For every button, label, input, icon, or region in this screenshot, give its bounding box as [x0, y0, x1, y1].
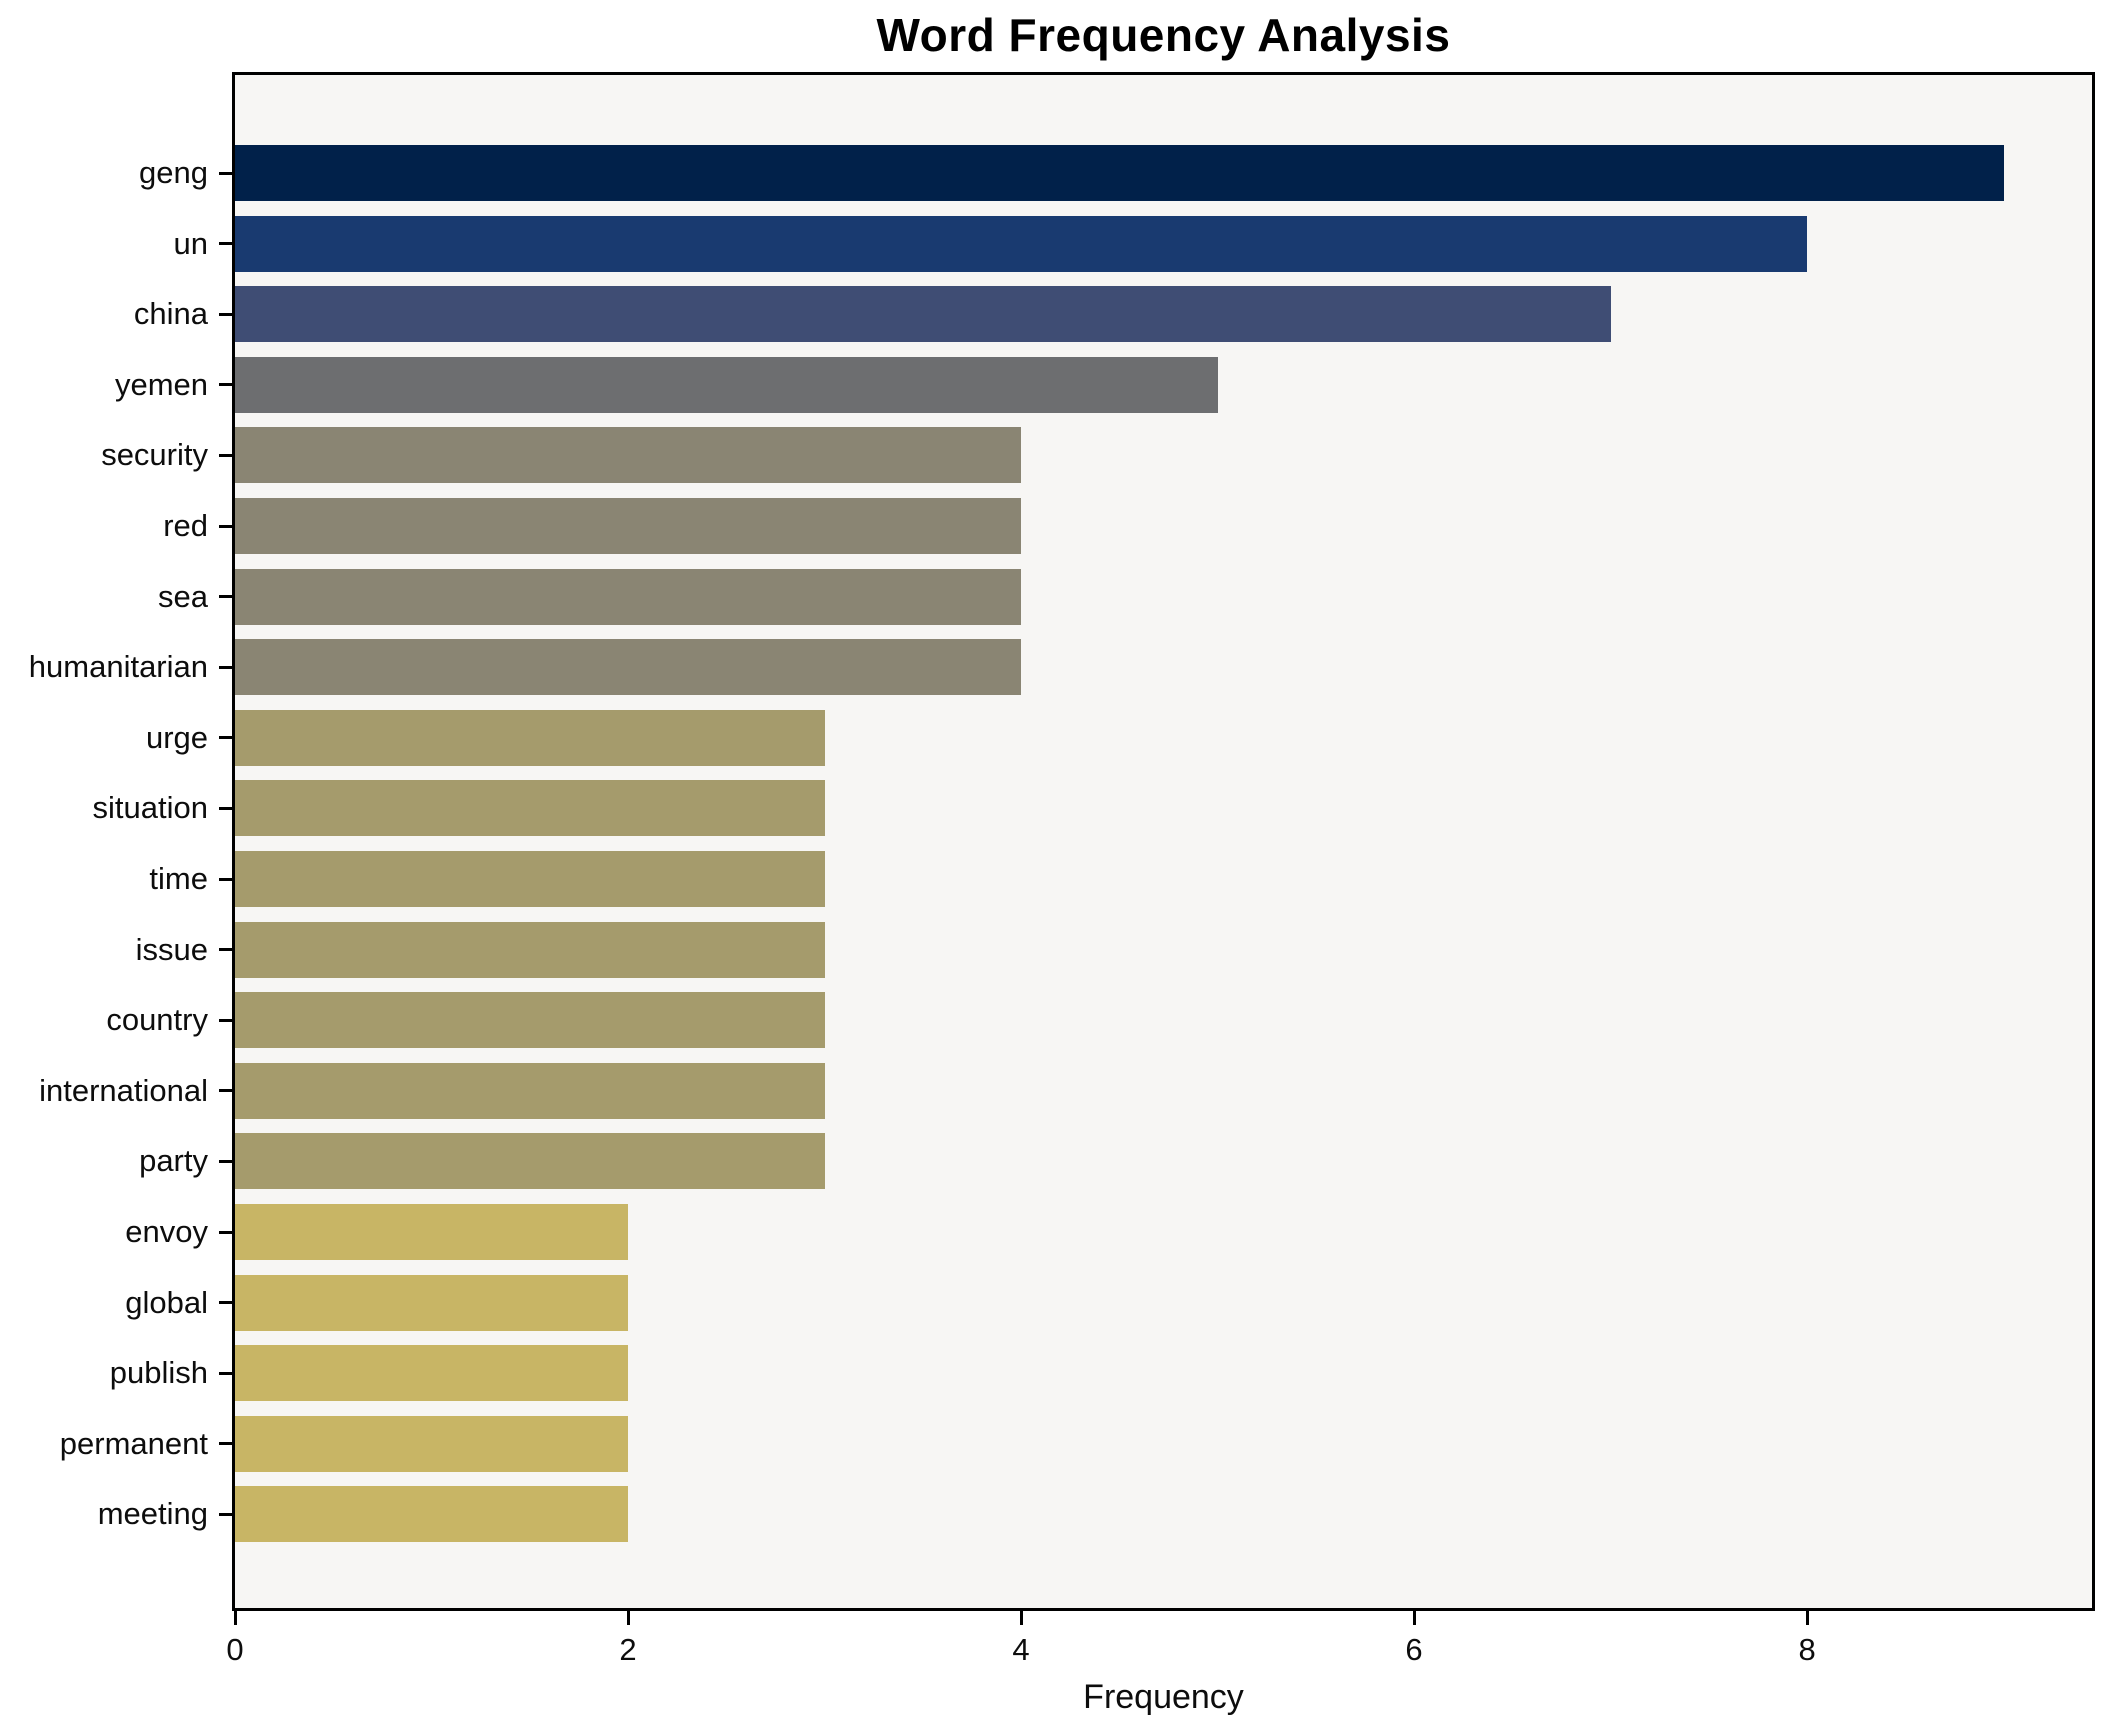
bar-situation — [235, 780, 825, 837]
y-tick-label-meeting: meeting — [97, 1496, 208, 1532]
y-tick-mark — [219, 806, 232, 810]
y-tick-mark — [219, 524, 232, 528]
bar-meeting — [235, 1486, 629, 1543]
x-tick-label-8: 8 — [1798, 1632, 1816, 1667]
y-tick-mark — [219, 948, 232, 952]
x-tick-label-0: 0 — [226, 1632, 244, 1667]
y-tick-mark — [219, 1018, 232, 1022]
bar-urge — [235, 709, 825, 766]
bar-time — [235, 851, 825, 907]
y-tick-label-issue: issue — [135, 931, 208, 967]
y-tick-label-global: global — [125, 1284, 208, 1320]
y-tick-mark — [219, 242, 232, 246]
y-tick-label-country: country — [106, 1002, 208, 1038]
y-tick-mark — [219, 1301, 232, 1305]
bar-yemen — [235, 356, 1218, 413]
bar-envoy — [235, 1204, 629, 1260]
bar-country — [235, 992, 825, 1049]
bar-humanitarian — [235, 639, 1022, 696]
bar-red — [235, 498, 1022, 554]
x-tick-label-2: 2 — [619, 1632, 637, 1667]
y-tick-label-china: china — [133, 296, 208, 332]
y-tick-mark — [219, 595, 232, 599]
y-tick-label-permanent: permanent — [59, 1425, 208, 1461]
y-tick-mark — [219, 1371, 232, 1375]
y-tick-mark — [219, 665, 232, 669]
y-tick-mark — [219, 1512, 232, 1516]
bar-security — [235, 427, 1022, 484]
y-tick-mark — [219, 877, 232, 881]
y-tick-label-time: time — [149, 861, 208, 896]
chart-title: Word Frequency Analysis — [876, 9, 1451, 61]
plot-area — [232, 72, 2095, 1611]
y-tick-label-humanitarian: humanitarian — [28, 649, 208, 685]
y-tick-mark — [219, 1230, 232, 1234]
x-tick-mark — [626, 1611, 630, 1625]
x-tick-mark — [1412, 1611, 1416, 1625]
y-tick-label-urge: urge — [145, 719, 208, 755]
y-tick-label-international: international — [39, 1072, 208, 1108]
x-tick-mark — [1805, 1611, 1809, 1625]
x-axis-title: Frequency — [1083, 1678, 1244, 1716]
y-tick-label-geng: geng — [139, 155, 208, 190]
y-tick-mark — [219, 453, 232, 457]
bar-geng — [235, 145, 2004, 201]
bar-party — [235, 1133, 825, 1190]
x-tick-mark — [233, 1611, 237, 1625]
bar-international — [235, 1062, 825, 1119]
y-tick-label-publish: publish — [109, 1355, 208, 1391]
y-tick-label-envoy: envoy — [125, 1214, 208, 1249]
y-tick-mark — [219, 312, 232, 316]
bar-china — [235, 286, 1611, 343]
bar-publish — [235, 1345, 629, 1402]
x-tick-mark — [1019, 1611, 1023, 1625]
y-tick-label-security: security — [101, 437, 208, 473]
x-tick-label-4: 4 — [1012, 1632, 1030, 1667]
y-tick-mark — [219, 1442, 232, 1446]
bar-permanent — [235, 1415, 629, 1472]
bar-sea — [235, 568, 1022, 625]
bar-un — [235, 215, 1808, 272]
x-tick-label-6: 6 — [1405, 1632, 1423, 1667]
y-tick-label-party: party — [139, 1143, 208, 1179]
y-tick-label-red: red — [163, 508, 208, 543]
y-tick-label-un: un — [173, 225, 208, 261]
y-tick-label-yemen: yemen — [114, 366, 208, 402]
y-tick-mark — [219, 383, 232, 387]
y-tick-mark — [219, 1089, 232, 1093]
y-tick-mark — [219, 736, 232, 740]
bar-global — [235, 1274, 629, 1331]
y-tick-label-situation: situation — [92, 790, 208, 826]
y-tick-label-sea: sea — [158, 578, 208, 614]
y-tick-mark — [219, 171, 232, 175]
y-tick-mark — [219, 1159, 232, 1163]
bar-issue — [235, 921, 825, 978]
